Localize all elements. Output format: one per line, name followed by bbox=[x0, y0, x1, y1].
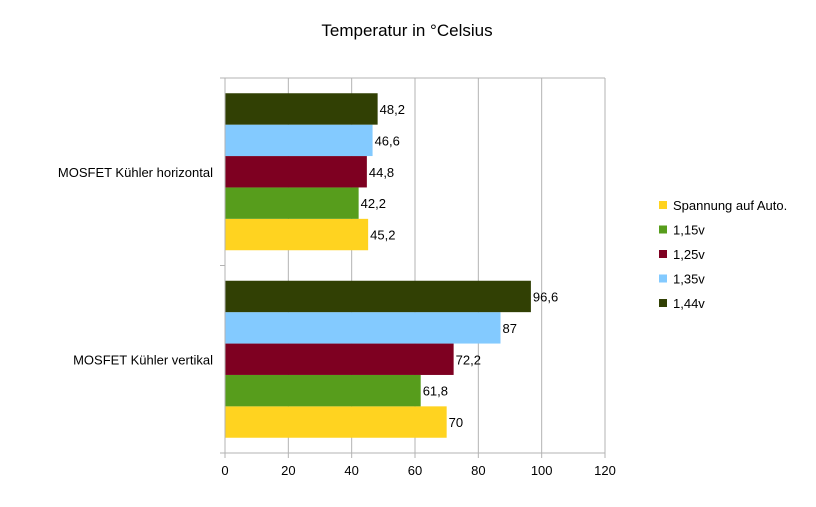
legend-label: 1,35v bbox=[673, 272, 705, 287]
legend-swatch bbox=[659, 274, 667, 283]
legend-label: 1,15v bbox=[673, 223, 705, 238]
bar bbox=[225, 93, 378, 125]
bar bbox=[225, 312, 501, 344]
x-tick-label: 40 bbox=[344, 463, 358, 478]
data-label: 48,2 bbox=[380, 102, 405, 117]
x-tick-label: 60 bbox=[408, 463, 422, 478]
data-label: 72,2 bbox=[456, 352, 481, 367]
bar bbox=[225, 374, 421, 407]
category-label: MOSFET Kühler vertikal bbox=[73, 352, 213, 367]
bar bbox=[225, 343, 454, 375]
bar bbox=[225, 187, 359, 219]
data-label: 61,8 bbox=[423, 384, 448, 399]
data-label: 70 bbox=[449, 415, 463, 430]
x-tick-label: 0 bbox=[221, 463, 228, 478]
x-tick-label: 120 bbox=[594, 463, 616, 478]
legend-swatch bbox=[659, 299, 667, 307]
category-label: MOSFET Kühler horizontal bbox=[58, 165, 213, 180]
data-label: 96,6 bbox=[533, 289, 558, 304]
legend-label: Spannung auf Auto. bbox=[673, 198, 787, 213]
data-label: 44,8 bbox=[369, 165, 394, 180]
chart-title: Temperatur in °Celsius bbox=[321, 21, 492, 40]
legend-swatch bbox=[659, 225, 667, 234]
data-label: 42,2 bbox=[361, 196, 386, 211]
data-label: 46,6 bbox=[375, 133, 400, 148]
data-label: 45,2 bbox=[370, 228, 395, 243]
bar bbox=[225, 218, 369, 251]
bar bbox=[225, 124, 373, 157]
bar bbox=[225, 280, 531, 313]
legend-swatch bbox=[659, 201, 667, 209]
legend-swatch bbox=[659, 250, 667, 258]
x-tick-label: 80 bbox=[471, 463, 485, 478]
x-tick-label: 20 bbox=[281, 463, 295, 478]
bar bbox=[225, 156, 367, 188]
legend-label: 1,25v bbox=[673, 247, 705, 262]
data-label: 87 bbox=[503, 321, 517, 336]
bar bbox=[225, 406, 447, 438]
x-tick-label: 100 bbox=[531, 463, 553, 478]
legend-label: 1,44v bbox=[673, 296, 705, 311]
